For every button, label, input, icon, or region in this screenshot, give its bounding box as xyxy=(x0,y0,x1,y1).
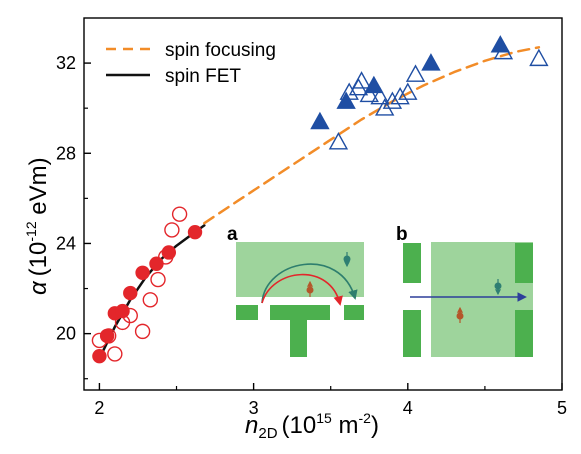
triangle-marker-open xyxy=(339,82,359,100)
inset-a-label: a xyxy=(227,224,238,245)
circle-marker-open xyxy=(164,222,180,238)
x-axis-label: n2D (1015 m-2) xyxy=(245,410,379,442)
triangle-marker-open xyxy=(390,86,410,105)
triangle-marker-filled xyxy=(421,53,441,71)
inset-a-teal-trajectory xyxy=(261,263,358,304)
y-tick-label-20: 20 xyxy=(56,324,76,344)
inset-a-gate-left xyxy=(236,305,258,320)
inset-b-gate-top-left xyxy=(403,243,421,283)
inset-b-gate-bottom-right xyxy=(515,310,533,357)
y-tick-label-32: 32 xyxy=(56,53,76,73)
plot-frame xyxy=(83,17,563,391)
circle-marker-open xyxy=(100,328,117,344)
inset-b-label: b xyxy=(396,224,408,245)
circle-marker-open xyxy=(91,332,108,349)
inset-a-background xyxy=(236,242,364,297)
triangle-marker-filled xyxy=(336,91,356,109)
circle-marker-filled xyxy=(123,285,138,301)
inset-a-gate-right xyxy=(344,305,364,320)
circle-marker-filled xyxy=(115,303,130,319)
data-markers xyxy=(91,35,549,364)
y-axis-label: α(10-12 eVm) xyxy=(23,157,52,295)
inset-a-gate-center xyxy=(270,305,330,320)
triangle-marker-open xyxy=(351,71,372,89)
circle-marker-filled xyxy=(92,348,107,364)
legend: spin focusing spin FET xyxy=(106,40,276,87)
triangle-marker-open xyxy=(398,82,418,100)
axis-tick-labels: 2 3 4 5 20 24 28 32 xyxy=(56,53,567,418)
triangle-marker-open xyxy=(374,98,395,116)
triangle-marker-open xyxy=(370,86,390,105)
circle-marker-filled xyxy=(187,224,203,240)
y-tick-label-28: 28 xyxy=(56,143,76,163)
x-tick-label-4: 4 xyxy=(403,398,413,418)
circle-marker-open xyxy=(122,307,138,324)
triangle-marker-open xyxy=(328,132,349,150)
legend-label-spin-focusing: spin focusing xyxy=(165,40,276,61)
circle-marker-filled xyxy=(149,256,164,271)
circle-marker-open xyxy=(134,323,151,340)
legend-label-spin-fet: spin FET xyxy=(165,66,241,87)
triangle-marker-open xyxy=(382,91,403,109)
triangle-marker-open xyxy=(493,41,514,60)
triangle-marker-filled xyxy=(310,111,330,130)
triangle-marker-open xyxy=(359,84,379,103)
y-tick-label-24: 24 xyxy=(56,233,76,253)
x-tick-label-2: 2 xyxy=(94,398,104,418)
circle-marker-open xyxy=(150,271,166,288)
triangle-marker-open xyxy=(529,48,549,67)
spin-focusing-curve xyxy=(203,46,541,225)
circle-marker-open xyxy=(142,292,159,308)
inset-b-gate-bottom-left xyxy=(403,310,421,357)
axis-ticks xyxy=(84,62,563,390)
x-tick-label-5: 5 xyxy=(557,398,567,418)
circle-marker-open xyxy=(107,346,123,362)
inset-a-red-trajectory xyxy=(261,273,343,306)
x-tick-label-3: 3 xyxy=(249,398,259,418)
circle-marker-open xyxy=(171,206,188,222)
inset-a-gate-stem xyxy=(290,320,307,357)
inset-b-gate-top-right xyxy=(515,243,533,283)
triangle-marker-open xyxy=(348,77,369,96)
triangle-marker-open xyxy=(405,64,426,82)
circle-marker-filled xyxy=(135,265,150,280)
circle-marker-open xyxy=(158,249,174,265)
inset-b: b xyxy=(396,224,533,357)
inset-a: a xyxy=(227,224,364,357)
